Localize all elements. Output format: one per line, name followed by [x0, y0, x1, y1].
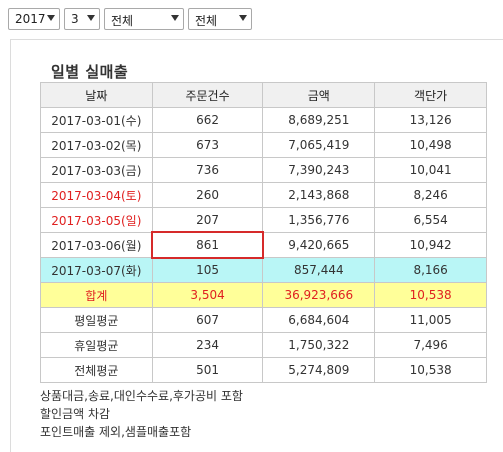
- cell-orders-value: 861: [196, 238, 219, 252]
- cell-orders-highlighted: 861: [150, 231, 265, 259]
- cell-amount: 9,420,665: [262, 232, 376, 258]
- chevron-down-icon: [239, 15, 247, 21]
- category2-select[interactable]: 전체: [188, 8, 252, 30]
- summary-label: 휴일평균: [40, 332, 153, 358]
- cell-date: 2017-03-03(금): [40, 157, 153, 183]
- category2-select-value: 전체: [195, 14, 218, 28]
- summary-orders: 234: [151, 332, 264, 358]
- summary-orders: 607: [151, 307, 264, 333]
- category1-select-value: 전체: [111, 14, 134, 28]
- cell-avg: 6,554: [374, 207, 487, 233]
- cell-amount: 1,356,776: [262, 207, 376, 233]
- table-row-summary: 평일평균 607 6,684,604 11,005: [40, 307, 487, 333]
- total-orders: 3,504: [151, 282, 264, 308]
- daily-sales-table: 날짜 주문건수 금액 객단가 2017-03-01(수) 662 8,689,2…: [40, 82, 487, 383]
- cell-avg: 10,942: [374, 232, 487, 258]
- page-title: 일별 실매출: [51, 63, 129, 81]
- total-label: 합계: [40, 282, 153, 308]
- header-orders: 주문건수: [151, 82, 264, 108]
- cell-date: 2017-03-07(화): [40, 257, 153, 283]
- total-avg: 10,538: [374, 282, 487, 308]
- summary-avg: 10,538: [374, 357, 487, 383]
- header-avg-order-value: 객단가: [374, 82, 487, 108]
- cell-orders: 673: [151, 132, 264, 158]
- table-row: 2017-03-01(수) 662 8,689,251 13,126: [40, 107, 487, 133]
- year-select[interactable]: 2017: [8, 8, 60, 30]
- month-select-value: 3: [71, 12, 79, 26]
- table-header-row: 날짜 주문건수 금액 객단가: [40, 82, 487, 108]
- chevron-down-icon: [87, 15, 95, 21]
- table-row: 2017-03-06(월) 861 9,420,665 10,942: [40, 231, 487, 259]
- year-select-value: 2017: [15, 12, 46, 26]
- cell-avg: 8,246: [374, 182, 487, 208]
- summary-label: 전체평균: [40, 357, 153, 383]
- chevron-down-icon: [47, 15, 55, 21]
- table-row-summary: 전체평균 501 5,274,809 10,538: [40, 357, 487, 383]
- note-line: 할인금액 차감: [40, 407, 111, 421]
- cell-orders: 736: [151, 157, 264, 183]
- category1-select[interactable]: 전체: [104, 8, 184, 30]
- notes: 상품대금,송료,대인수수료,후가공비 포함 할인금액 차감 포인트매출 제외,샘…: [40, 387, 243, 441]
- table-row-today: 2017-03-07(화) 105 857,444 8,166: [40, 257, 487, 283]
- note-line: 상품대금,송료,대인수수료,후가공비 포함: [40, 389, 243, 403]
- cell-date: 2017-03-01(수): [40, 107, 153, 133]
- table-row-total: 합계 3,504 36,923,666 10,538: [40, 282, 487, 308]
- month-select[interactable]: 3: [64, 8, 100, 30]
- header-date: 날짜: [40, 82, 153, 108]
- cell-orders: 260: [151, 182, 264, 208]
- cell-date: 2017-03-06(월): [40, 232, 153, 258]
- table-row-summary: 휴일평균 234 1,750,322 7,496: [40, 332, 487, 358]
- summary-orders: 501: [151, 357, 264, 383]
- cell-avg: 10,041: [374, 157, 487, 183]
- table-row: 2017-03-03(금) 736 7,390,243 10,041: [40, 157, 487, 183]
- chevron-down-icon: [171, 15, 179, 21]
- cell-orders: 207: [151, 207, 264, 233]
- cell-date: 2017-03-04(토): [40, 182, 153, 208]
- table-row-weekend: 2017-03-05(일) 207 1,356,776 6,554: [40, 207, 487, 233]
- cell-amount: 2,143,868: [262, 182, 376, 208]
- cell-avg: 10,498: [374, 132, 487, 158]
- cell-date: 2017-03-02(목): [40, 132, 153, 158]
- header-amount: 금액: [262, 82, 376, 108]
- table-row-weekend: 2017-03-04(토) 260 2,143,868 8,246: [40, 182, 487, 208]
- cell-date: 2017-03-05(일): [40, 207, 153, 233]
- summary-amount: 1,750,322: [262, 332, 376, 358]
- cell-avg: 8,166: [374, 257, 487, 283]
- summary-avg: 11,005: [374, 307, 487, 333]
- cell-amount: 8,689,251: [262, 107, 376, 133]
- summary-amount: 6,684,604: [262, 307, 376, 333]
- summary-avg: 7,496: [374, 332, 487, 358]
- total-amount: 36,923,666: [262, 282, 376, 308]
- cell-amount: 7,065,419: [262, 132, 376, 158]
- cell-orders: 662: [151, 107, 264, 133]
- summary-label: 평일평균: [40, 307, 153, 333]
- table-row: 2017-03-02(목) 673 7,065,419 10,498: [40, 132, 487, 158]
- note-line: 포인트매출 제외,샘플매출포함: [40, 425, 192, 439]
- filter-bar: 2017 3 전체 전체: [8, 8, 252, 30]
- cell-orders: 105: [151, 257, 264, 283]
- cell-avg: 13,126: [374, 107, 487, 133]
- summary-amount: 5,274,809: [262, 357, 376, 383]
- cell-amount: 7,390,243: [262, 157, 376, 183]
- cell-amount: 857,444: [262, 257, 376, 283]
